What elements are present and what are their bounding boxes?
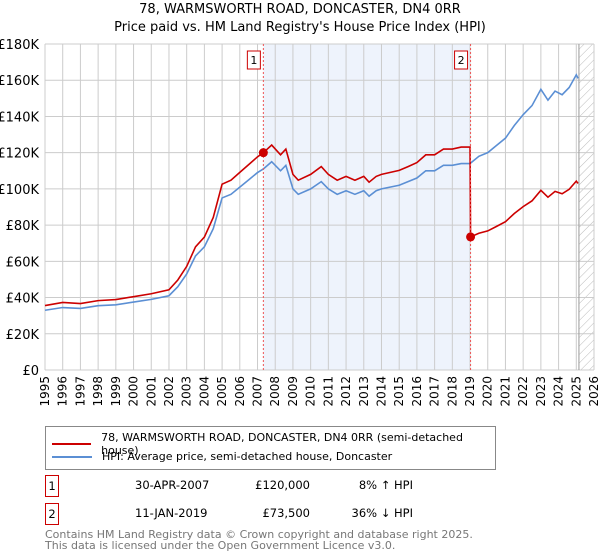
- sale-label: 2: [458, 54, 465, 67]
- sale-point: [466, 232, 476, 242]
- x-tick-label: 2001: [144, 376, 158, 407]
- chart-title: 78, WARMSWORTH ROAD, DONCASTER, DN4 0RR: [139, 2, 461, 17]
- forecast-hatch: [578, 44, 594, 370]
- x-tick-label: 2004: [197, 376, 211, 407]
- x-tick-label: 1999: [109, 376, 123, 407]
- legend: 78, WARMSWORTH ROAD, DONCASTER, DN4 0RR …: [45, 426, 496, 470]
- x-tick-label: 2009: [286, 376, 300, 407]
- transaction-date: 30-APR-2007: [135, 478, 210, 492]
- y-tick-label: £20K: [6, 328, 40, 343]
- legend-property: 78, WARMSWORTH ROAD, DONCASTER, DN4 0RR …: [101, 431, 463, 457]
- transaction-price: £120,000: [255, 478, 310, 492]
- transaction-row: 2 11-JAN-2019 £73,500 36% ↓ HPI: [45, 503, 465, 525]
- x-tick-label: 2015: [392, 376, 406, 407]
- x-tick-label: 2003: [180, 376, 194, 407]
- x-tick-label: 2017: [428, 376, 442, 407]
- y-tick-label: £100K: [0, 183, 39, 198]
- x-tick-label: 2002: [162, 376, 176, 407]
- x-tick-label: 2005: [215, 376, 229, 407]
- shaded-period: [263, 44, 471, 370]
- hpi-line: [44, 73, 579, 312]
- transaction-date: 11-JAN-2019: [135, 506, 208, 520]
- x-tick-label: 2019: [463, 376, 477, 407]
- sale-point: [258, 148, 268, 158]
- legend-blue-line: [52, 455, 92, 458]
- x-tick-label: 2010: [304, 376, 318, 407]
- sale-label: 1: [250, 54, 257, 67]
- legend-red-line: [52, 443, 92, 445]
- x-tick-label: 2024: [552, 376, 566, 407]
- x-tick-label: 2023: [534, 376, 548, 407]
- x-tick-label: 2008: [268, 376, 282, 407]
- y-tick-label: £40K: [6, 292, 40, 307]
- transaction-row: 1 30-APR-2007 £120,000 8% ↑ HPI: [45, 475, 465, 497]
- x-tick-label: 2016: [410, 376, 424, 407]
- footer-line2: This data is licensed under the Open Gov…: [45, 539, 396, 552]
- x-tick-label: 2012: [339, 376, 353, 407]
- y-tick-label: £160K: [0, 74, 39, 89]
- price-paid-line: [44, 143, 579, 307]
- transaction-marker: 2: [45, 503, 59, 525]
- x-tick-label: 1998: [91, 376, 105, 407]
- x-tick-label: 2007: [251, 376, 265, 407]
- x-tick-label: 1997: [73, 376, 87, 407]
- sale-label-box: [246, 50, 261, 70]
- x-tick-label: 2026: [587, 376, 600, 407]
- sale-label-box: [454, 50, 469, 70]
- x-tick-label: 2022: [516, 376, 530, 407]
- transaction-price: £73,500: [262, 506, 310, 520]
- y-tick-label: £0: [22, 364, 39, 379]
- x-tick-label: 2018: [445, 376, 459, 407]
- transaction-marker: 1: [45, 475, 59, 497]
- footer: Contains HM Land Registry data © Crown c…: [45, 529, 473, 551]
- x-tick-label: 2014: [374, 376, 388, 407]
- y-tick-label: £180K: [0, 38, 39, 53]
- x-tick-label: 2006: [233, 376, 247, 407]
- plot-area: £0 £20K £40K £60K £80K £100K £120K £140K £160K £1…: [0, 38, 600, 407]
- chart-subtitle: Price paid vs. HM Land Registry's House …: [114, 20, 486, 35]
- transaction-hpi: 8% ↑ HPI: [358, 478, 413, 492]
- y-tick-label: £140K: [0, 110, 39, 125]
- y-tick-label: £60K: [6, 255, 40, 270]
- x-tick-label: 2021: [498, 376, 512, 407]
- x-tick-label: 2000: [127, 376, 141, 407]
- x-tick-label: 1996: [56, 376, 70, 407]
- footer-line1: Contains HM Land Registry data © Crown c…: [45, 528, 473, 541]
- y-tick-label: £120K: [0, 147, 39, 162]
- transaction-hpi: 36% ↓ HPI: [351, 506, 413, 520]
- y-tick-label: £80K: [6, 219, 40, 234]
- legend-hpi: HPI: Average price, semi-detached house,…: [102, 450, 393, 463]
- x-tick-label: 1995: [38, 376, 52, 407]
- x-tick-label: 2025: [569, 376, 583, 407]
- x-tick-label: 2020: [481, 376, 495, 407]
- x-tick-label: 2011: [321, 376, 335, 407]
- x-tick-label: 2013: [357, 376, 371, 407]
